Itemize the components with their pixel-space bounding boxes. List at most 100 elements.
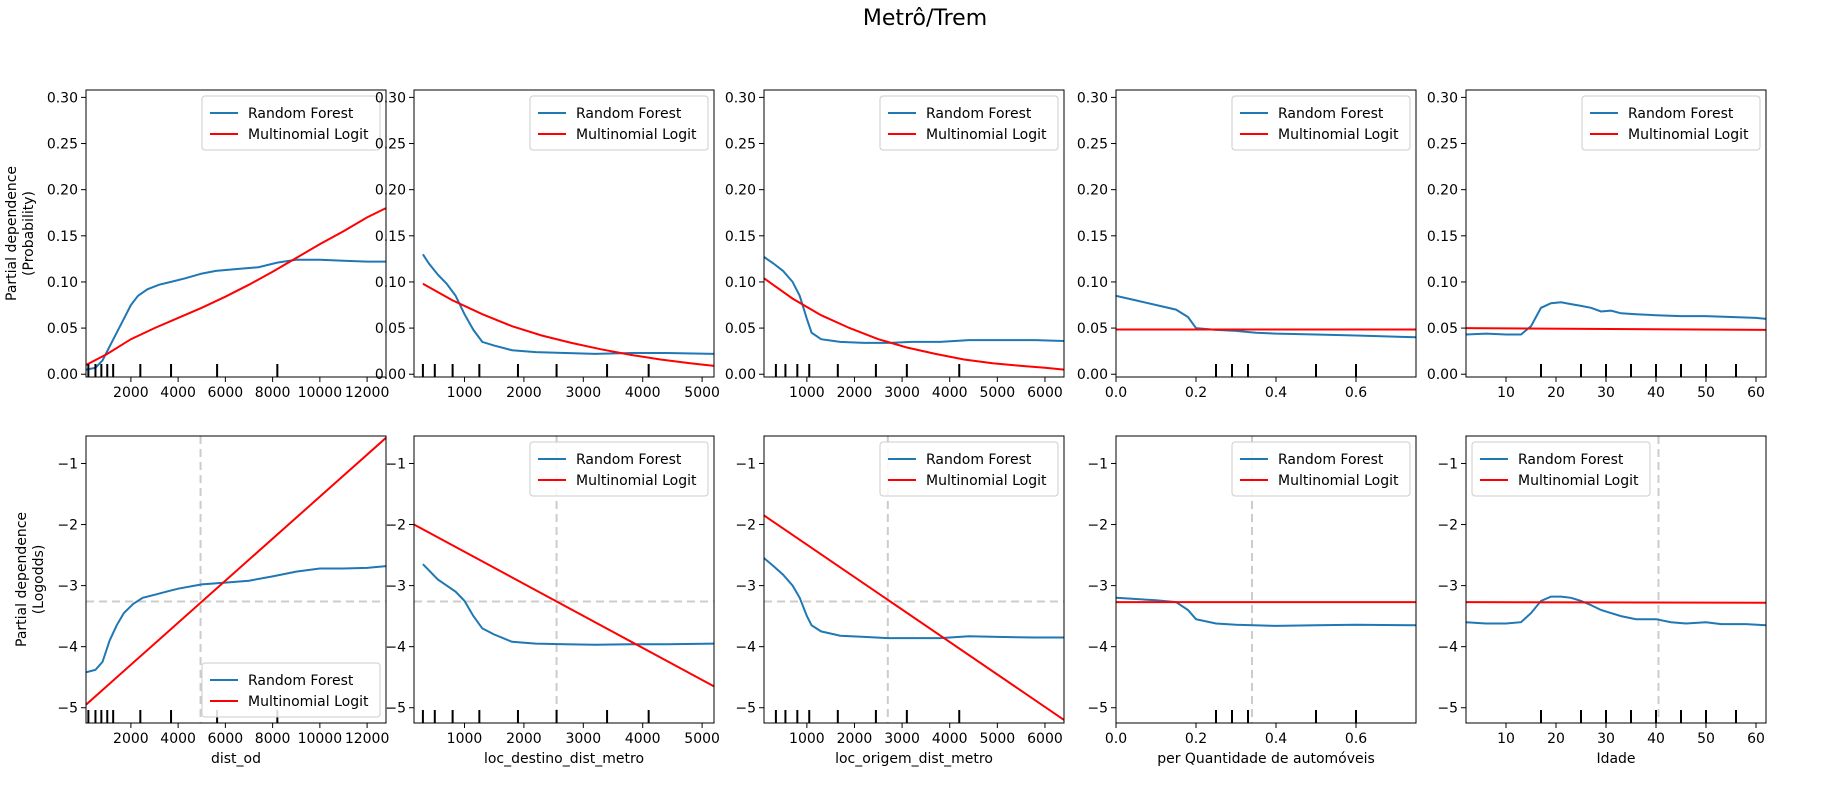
x-tick-label: 6000 <box>208 731 244 747</box>
x-tick-label: 0.6 <box>1345 731 1367 747</box>
y-tick-label: 0.15 <box>1427 229 1458 245</box>
x-tick-label: 12000 <box>345 731 390 747</box>
subplot-r2-c2: 1000 2000 3000 4000 5000 −5 −4 −3 −2 −1 loc_destin… <box>385 435 720 767</box>
legend: Random Forest Multinomial Logit <box>879 95 1059 151</box>
y-tick-label: 0.10 <box>1427 275 1458 291</box>
x-tick-label: 4000 <box>932 385 968 401</box>
legend: Random Forest Multinomial Logit <box>1471 441 1651 497</box>
x-tick-label: 2000 <box>837 385 873 401</box>
series-multinomial-logit <box>764 514 1064 721</box>
legend-label: Multinomial Logit <box>1278 473 1399 489</box>
series-random-forest <box>86 258 386 371</box>
y-tick-label: 0.05 <box>375 321 406 337</box>
x-tick-label: 40 <box>1647 731 1665 747</box>
subplot-r2-c5: 10 20 30 40 50 60 −5 −4 −3 −2 −1 Idade Random Forest… <box>1437 435 1767 767</box>
y-tick-label: 0.20 <box>725 183 756 199</box>
subplot-r1-c1: 2000 4000 6000 8000 10000 12000 0.00 0.05 0.10 0.… <box>4 89 390 401</box>
series-random-forest <box>86 565 386 674</box>
y-tick-label: 0.20 <box>1427 183 1458 199</box>
legend: Random Forest Multinomial Logit <box>1231 95 1411 151</box>
y-axis-label: (Probability) <box>21 191 37 276</box>
x-tick-label: 6000 <box>208 385 244 401</box>
y-tick-label: 0.10 <box>725 275 756 291</box>
y-tick-label: −5 <box>1437 701 1458 717</box>
subplot-r2-c3: 1000 2000 3000 4000 5000 6000 −5 −4 −3 −2 −1 loc_or… <box>735 435 1065 767</box>
x-tick-label: 8000 <box>255 385 291 401</box>
y-tick-label: −2 <box>1437 518 1458 534</box>
y-tick-label: 0.00 <box>1427 367 1458 383</box>
series-random-forest <box>1466 595 1766 627</box>
x-tick-label: 12000 <box>345 385 390 401</box>
series-multinomial-logit <box>1466 601 1766 604</box>
y-tick-label: 0.15 <box>47 229 78 245</box>
y-tick-label: 0.05 <box>725 321 756 337</box>
y-tick-label: 0.15 <box>375 229 406 245</box>
x-axis-label: dist_od <box>211 751 261 767</box>
x-tick-label: 0.0 <box>1105 385 1127 401</box>
x-tick-label: 5000 <box>684 385 720 401</box>
x-tick-label: 50 <box>1697 731 1715 747</box>
subplot-r1-c5: 10 20 30 40 50 60 0.00 0.05 0.10 0.15 0.20 0.25 0.30… <box>1427 89 1767 401</box>
x-tick-label: 2000 <box>837 731 873 747</box>
legend-label: Multinomial Logit <box>1518 473 1639 489</box>
legend: Random Forest Multinomial Logit <box>201 95 381 151</box>
y-tick-label: −4 <box>1437 640 1458 656</box>
y-tick-label: 0.10 <box>1077 275 1108 291</box>
legend-box <box>879 441 1059 497</box>
x-tick-label: 6000 <box>1027 731 1063 747</box>
series-random-forest <box>764 557 1064 640</box>
y-tick-label: 0.30 <box>375 90 406 106</box>
series-multinomial-logit <box>414 523 714 688</box>
x-tick-label: 4000 <box>160 731 196 747</box>
subplot-r1-c4: 0.0 0.2 0.4 0.6 0.00 0.05 0.10 0.15 0.20 0.25 0.30… <box>1077 89 1417 401</box>
x-tick-label: 30 <box>1597 385 1615 401</box>
y-tick-label: −1 <box>385 456 406 472</box>
y-tick-label: 0.20 <box>375 183 406 199</box>
x-tick-label: 30 <box>1597 731 1615 747</box>
legend-box <box>1471 441 1651 497</box>
y-tick-label: 0.25 <box>1427 137 1458 153</box>
x-axis-label: per Quantidade de automóveis <box>1157 751 1375 767</box>
y-tick-label: 0.15 <box>1077 229 1108 245</box>
axes-frame <box>85 89 387 378</box>
x-tick-label: 3000 <box>565 731 601 747</box>
series-random-forest <box>1116 596 1416 627</box>
x-tick-label: 1000 <box>447 385 483 401</box>
x-tick-label: 5000 <box>980 385 1016 401</box>
x-tick-label: 20 <box>1547 731 1565 747</box>
y-tick-label: −3 <box>1087 579 1108 595</box>
y-tick-label: 0.20 <box>1077 183 1108 199</box>
y-tick-label: 0.10 <box>375 275 406 291</box>
x-axis-label: loc_destino_dist_metro <box>484 751 644 767</box>
y-tick-label: 0.30 <box>47 90 78 106</box>
x-axis-label: loc_origem_dist_metro <box>835 751 993 767</box>
series-random-forest <box>764 256 1064 344</box>
x-tick-label: 5000 <box>684 731 720 747</box>
x-tick-label: 5000 <box>980 731 1016 747</box>
x-tick-label: 1000 <box>447 731 483 747</box>
y-tick-label: −2 <box>1087 518 1108 534</box>
x-tick-label: 4000 <box>625 385 661 401</box>
legend-label: Multinomial Logit <box>1278 127 1399 143</box>
x-tick-label: 2000 <box>506 385 542 401</box>
series-multinomial-logit <box>764 277 1064 371</box>
x-tick-label: 10000 <box>298 385 343 401</box>
y-tick-label: 0.20 <box>47 183 78 199</box>
x-tick-label: 3000 <box>884 731 920 747</box>
axes-frame <box>85 435 387 724</box>
axes-frame <box>413 435 715 724</box>
legend-label: Random Forest <box>1628 106 1734 122</box>
axes-frame <box>413 89 715 378</box>
x-tick-label: 0.4 <box>1265 385 1287 401</box>
x-tick-label: 0.2 <box>1185 385 1207 401</box>
x-tick-label: 0.0 <box>1105 731 1127 747</box>
y-tick-label: −2 <box>385 518 406 534</box>
x-tick-label: 10000 <box>298 731 343 747</box>
series-random-forest <box>1466 301 1766 336</box>
legend-label: Random Forest <box>248 673 354 689</box>
y-tick-label: −1 <box>1437 456 1458 472</box>
legend-label: Random Forest <box>926 452 1032 468</box>
x-tick-label: 4000 <box>625 731 661 747</box>
x-tick-label: 60 <box>1747 731 1765 747</box>
